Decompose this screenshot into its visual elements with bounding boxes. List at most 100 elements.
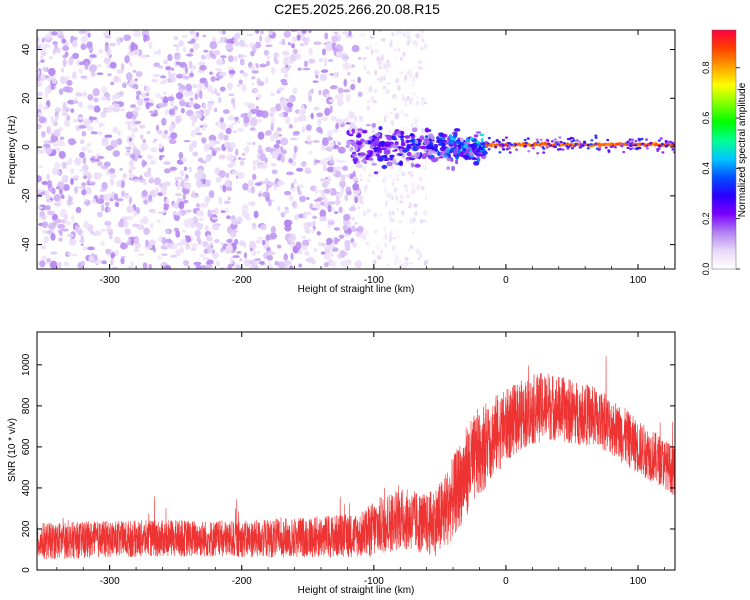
spectrogram-noise-cell	[70, 253, 78, 257]
spectrogram-noise-cell	[126, 149, 131, 153]
spectrogram-noise-cell	[72, 52, 80, 60]
spectrogram-noise-cell	[239, 69, 245, 74]
spectrogram-sparse-cell	[420, 34, 424, 41]
spectrogram-noise-cell	[234, 55, 238, 62]
spectrogram-noise-cell	[287, 240, 292, 244]
spectrogram-noise-cell	[299, 43, 304, 47]
spectrogram-onset-cell	[373, 171, 379, 175]
spectrogram-onset-cell	[351, 153, 358, 157]
spectrogram-sparse-cell	[416, 65, 421, 68]
spectrogram-sparse-cell	[388, 210, 391, 217]
spectrogram-sparse-cell	[392, 177, 396, 182]
spectrogram-noise-cell	[145, 85, 151, 94]
spectrogram-carrier-halo	[659, 137, 663, 140]
spectrogram-noise-cell	[37, 261, 40, 268]
spectrogram-noise-cell	[130, 43, 139, 52]
spectrogram-noise-cell	[58, 150, 66, 159]
spectrogram-noise-cell	[124, 152, 133, 157]
spectrogram-noise-cell	[39, 210, 46, 217]
spectrogram-frame	[36, 29, 676, 270]
spectrogram-noise-cell	[209, 139, 216, 148]
spectrogram-noise-cell	[204, 198, 211, 202]
spectrogram-noise-cell	[251, 44, 257, 53]
spectrogram-carrier-halo	[527, 150, 531, 153]
spectrogram-onset-cell	[386, 161, 393, 167]
spectrogram-noise-cell	[264, 178, 269, 185]
spectrogram-noise-cell	[283, 30, 291, 38]
spectrogram-noise-cell	[160, 253, 168, 256]
spectrogram-noise-cell	[266, 255, 274, 261]
spectrogram-noise-cell	[213, 49, 221, 56]
spectrogram-noise-cell	[351, 225, 356, 233]
spectrogram-noise-cell	[186, 53, 194, 57]
spectrogram-noise-cell	[218, 30, 223, 34]
spectrogram-sparse-cell	[377, 170, 381, 173]
spectrogram-noise-cell	[130, 260, 134, 267]
spectrogram-onset-cell	[345, 122, 351, 125]
spectrogram-noise-cell	[312, 80, 319, 83]
spectrogram-noise-cell	[233, 39, 238, 42]
spectrogram-noise-cell	[80, 260, 86, 267]
spectrogram-noise-cell	[89, 229, 95, 235]
spectrogram-noise-cell	[306, 196, 310, 200]
spectrogram-noise-cell	[333, 31, 339, 35]
spectrogram-noise-cell	[148, 263, 153, 269]
spectrogram-onset-cell	[367, 157, 374, 161]
spectrogram-carrier-halo	[590, 139, 594, 142]
spectrogram-noise-cell	[270, 106, 276, 112]
spectrogram-onset-cell	[381, 164, 388, 169]
spectrogram-noise-cell	[298, 263, 303, 268]
spectrogram-noise-cell	[46, 125, 51, 135]
spectrogram-noise-cell	[99, 188, 106, 192]
y-tick-label: 400	[21, 479, 32, 496]
spectrogram-noise-cell	[214, 167, 220, 175]
spectrogram-noise-cell	[71, 215, 75, 223]
spectrogram-noise-cell	[113, 193, 119, 201]
spectrogram-noise-cell	[100, 111, 107, 118]
spectrogram-carrier-cell	[544, 141, 547, 145]
spectrogram-noise-cell	[171, 67, 175, 72]
spectrogram-onset-cell	[359, 152, 366, 157]
spectrogram-noise-cell	[114, 201, 120, 208]
spectrogram-onset-cell	[475, 131, 482, 134]
spectrogram-noise-cell	[304, 228, 311, 234]
spectrogram-noise-cell	[169, 100, 175, 107]
spectrogram-noise-cell	[313, 106, 320, 111]
spectrogram-carrier-halo	[501, 144, 505, 147]
spectrogram-sparse-cell	[395, 178, 400, 182]
spectrogram-carrier-halo	[550, 140, 554, 143]
spectrogram-noise-cell	[143, 171, 152, 178]
spectrogram-carrier-halo	[574, 143, 578, 146]
spectrogram-carrier-halo	[552, 145, 556, 148]
spectrogram-noise-cell	[335, 198, 341, 206]
spectrogram-carrier-halo	[508, 151, 512, 154]
spectrogram-carrier-halo	[531, 147, 535, 150]
spectrogram-noise-cell	[269, 264, 274, 269]
spectrogram-noise-cell	[40, 73, 46, 82]
spectrogram-sparse-cell	[395, 77, 400, 84]
spectrogram-noise-cell	[218, 132, 225, 141]
spectrogram-noise-cell	[273, 251, 277, 255]
spectrogram-sparse-cell	[384, 113, 390, 116]
spectrogram-noise-cell	[43, 107, 48, 110]
spectrogram-noise-cell	[113, 236, 121, 244]
spectrogram-sparse-cell	[389, 111, 393, 115]
spectrogram-noise-cell	[57, 34, 65, 39]
spectrogram-noise-cell	[218, 72, 227, 77]
spectrogram-onset-cell	[371, 162, 378, 166]
spectrogram-noise-cell	[97, 49, 104, 54]
spectrogram-noise-cell	[252, 223, 256, 227]
spectrogram-sparse-cell	[394, 253, 399, 260]
spectrogram-noise-cell	[214, 238, 220, 244]
colorbar-tick-label: 0.8	[701, 61, 711, 74]
y-tick-label: 800	[21, 397, 32, 414]
spectrogram-noise-cell	[237, 128, 245, 132]
spectrogram-sparse-cell	[413, 118, 419, 125]
spectrogram-carrier-halo	[553, 138, 557, 141]
spectrogram-carrier-halo	[657, 147, 661, 150]
spectrogram-sparse-cell	[365, 241, 370, 245]
spectrogram-noise-cell	[231, 170, 239, 175]
spectrogram-noise-cell	[270, 92, 275, 96]
spectrogram-noise-cell	[333, 166, 337, 175]
spectrogram-noise-cell	[154, 187, 159, 193]
